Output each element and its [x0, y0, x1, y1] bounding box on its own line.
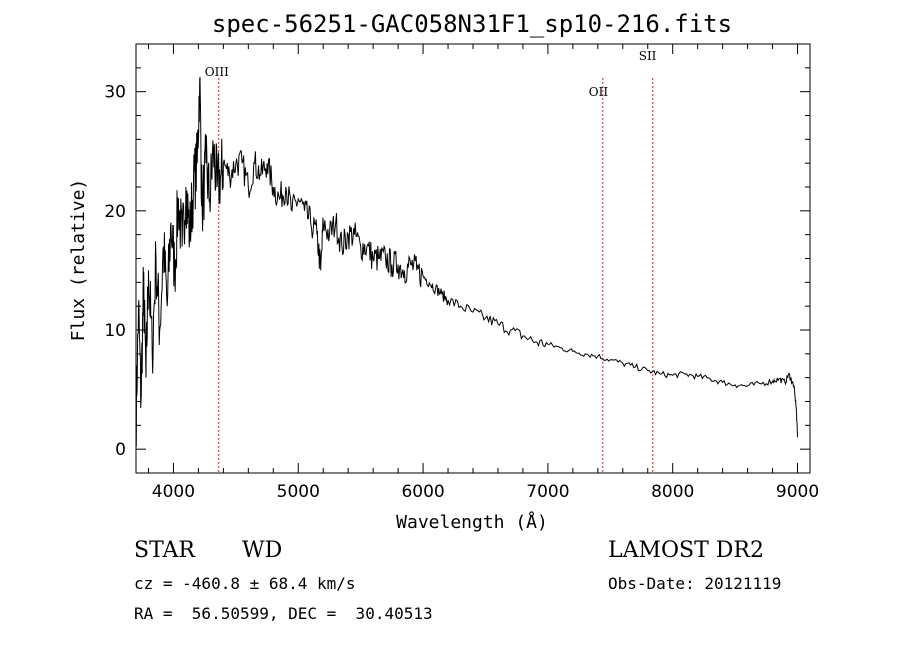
axis-ticks: 4000 5000 6000 7000 8000 9000 0 10 20 30	[104, 43, 819, 502]
y-tick-label: 30	[104, 83, 126, 103]
x-tick-label: 7000	[526, 482, 569, 502]
emission-line-label: OIII	[205, 65, 229, 79]
redshift-text: cz = -460.8 ± 68.4 km/s	[134, 574, 356, 593]
y-tick-label: 0	[115, 440, 126, 460]
x-tick-label: 5000	[277, 482, 320, 502]
y-tick-label: 20	[104, 202, 126, 222]
coordinates-text: RA = 56.50599, DEC = 30.40513	[134, 604, 433, 623]
plot-frame	[135, 43, 811, 474]
y-axis-label: Flux (relative)	[68, 179, 89, 342]
chart-title: spec-56251-GAC058N31F1_sp10-216.fits	[212, 10, 732, 38]
x-tick-label: 9000	[776, 482, 819, 502]
x-tick-label: 4000	[152, 482, 195, 502]
observation-date-text: Obs-Date: 20121119	[608, 574, 782, 593]
y-tick-label: 10	[104, 321, 126, 341]
x-axis-label: Wavelength (Å)	[396, 511, 548, 533]
x-tick-label: 6000	[401, 482, 444, 502]
emission-line-label: SII	[639, 49, 657, 63]
x-tick-label: 8000	[651, 482, 694, 502]
object-subclass-label: WD	[242, 538, 283, 563]
survey-label: LAMOST DR2	[608, 538, 764, 563]
spectrum-series-line	[135, 76, 798, 447]
object-class-label: STAR	[134, 538, 195, 563]
line-markers: OIII OII SII	[205, 49, 657, 473]
emission-line-label: OII	[589, 85, 609, 99]
spectrum-plot: spec-56251-GAC058N31F1_sp10-216.fits OII…	[68, 10, 819, 533]
